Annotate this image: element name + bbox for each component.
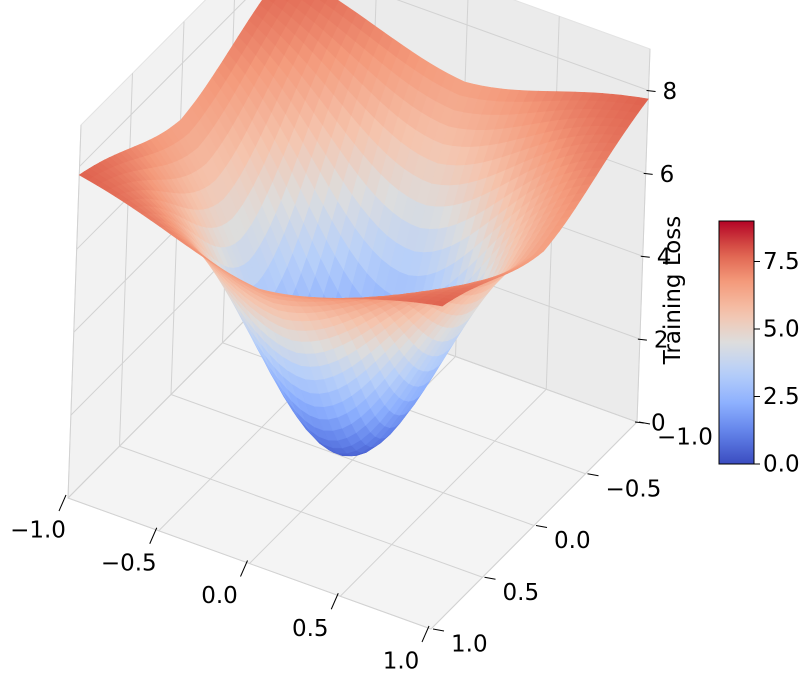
x-tick-label: 0.0 [201, 583, 238, 609]
z-tick [634, 421, 645, 424]
z-tick-label: 4 [657, 245, 672, 271]
x-tick-label: 1.0 [383, 649, 420, 675]
z-tick-label: 0 [651, 411, 666, 437]
y-tick [484, 576, 496, 580]
y-tick [535, 525, 548, 528]
z-tick [637, 338, 647, 341]
grid-line-z-left [67, 290, 275, 499]
x-tick [149, 527, 158, 544]
z-tick [643, 172, 653, 175]
loss-surface [78, 0, 649, 457]
y-tick-label: 0.0 [554, 528, 591, 554]
y-tick-label: −0.5 [606, 476, 662, 502]
z-tick [646, 89, 656, 92]
x-tick [58, 494, 67, 512]
x-tick [330, 593, 339, 610]
y-tick [587, 473, 599, 477]
colorbar-tick-label: 5.0 [763, 317, 800, 343]
y-tick-label: −1.0 [657, 425, 713, 451]
z-tick-label: 8 [663, 79, 678, 105]
colorbar: 0.0 2.5 5.0 7.5 [718, 220, 800, 478]
grid-line-y-floor [170, 394, 535, 526]
y-tick-label: 1.0 [451, 632, 488, 658]
x-tick [240, 560, 248, 577]
z-tick [640, 255, 650, 258]
colorbar-gradient [718, 220, 755, 465]
z-axis-label: Training Loss [660, 216, 686, 366]
z-tick-label: 6 [660, 162, 675, 188]
y-tick [432, 628, 445, 632]
x-tick-label: −1.0 [10, 518, 66, 544]
x-tick-label: 0.5 [292, 616, 329, 642]
grid-line-y-floor [67, 497, 432, 630]
grid-line-z-back [396, 0, 649, 91]
grid-line-z-left [79, 0, 246, 167]
grid-line-y-left [67, 124, 82, 499]
x-tick-label: −0.5 [101, 550, 157, 576]
colorbar-tick-label: 0.0 [763, 452, 800, 478]
grid-line-y-left [119, 73, 133, 447]
surface-patch [432, 300, 449, 307]
colorbar-tick-label: 7.5 [763, 249, 800, 275]
grid-line-y-floor [119, 445, 483, 578]
x-tick [421, 625, 430, 643]
grid-line-x-back [636, 48, 651, 423]
y-tick-label: 0.5 [503, 580, 540, 606]
z-tick-label: 2 [654, 328, 669, 354]
colorbar-tick-label: 2.5 [763, 384, 800, 410]
axes-ticks: −1.0 −0.5 0.0 0.5 1.0 −1.0 −0.5 0.0 0.5 1.0 0 2 4 6 8 [10, 79, 713, 675]
